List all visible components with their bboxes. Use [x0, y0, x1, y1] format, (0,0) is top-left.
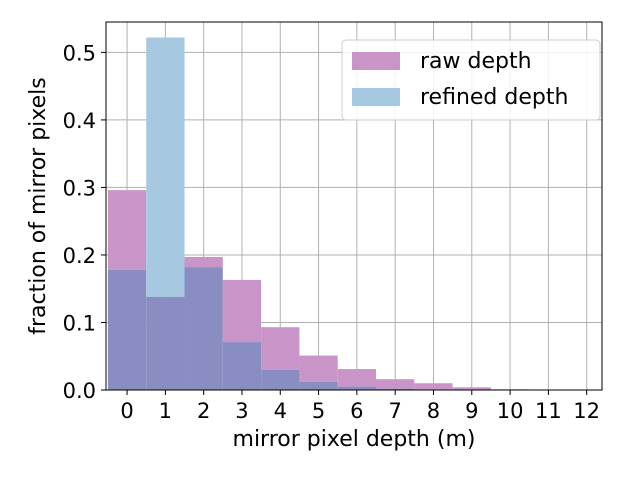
x-tick-label: 10	[497, 399, 524, 423]
bars-layer	[107, 37, 606, 390]
y-axis-ticks: 0.0 0.1 0.2 0.3 0.4 0.5	[63, 41, 106, 403]
y-tick-label: 0.4	[63, 109, 96, 133]
legend-label: raw depth	[420, 49, 532, 74]
y-tick-label: 0.5	[63, 41, 96, 65]
x-tick-label: 2	[197, 399, 210, 423]
legend-swatch	[352, 88, 400, 106]
raw-depth-bar	[337, 369, 377, 387]
x-axis-ticks: 0 1 2 3 4 5 6 7 8 9 10 11 12	[120, 390, 600, 423]
refined-depth-bar	[146, 37, 185, 297]
x-tick-label: 8	[427, 399, 440, 423]
x-tick-label: 9	[465, 399, 478, 423]
x-tick-label: 1	[159, 399, 172, 423]
overlap-bar	[146, 296, 185, 390]
raw-depth-bar	[261, 327, 300, 370]
raw-depth-bar	[452, 387, 491, 390]
raw-depth-bar	[414, 383, 453, 390]
overlap-bar	[107, 269, 147, 390]
raw-depth-bar	[299, 355, 338, 382]
legend-label: refined depth	[420, 85, 568, 110]
y-tick-label: 0.3	[63, 176, 96, 200]
y-tick-label: 0.2	[63, 244, 96, 268]
overlap-bar	[184, 267, 223, 390]
raw-depth-bar	[107, 190, 147, 270]
x-tick-label: 6	[350, 399, 363, 423]
x-tick-label: 0	[120, 399, 133, 423]
x-axis-label: mirror pixel depth (m)	[233, 427, 476, 452]
y-tick-label: 0.0	[63, 379, 96, 403]
x-tick-label: 7	[388, 399, 401, 423]
x-tick-label: 12	[573, 399, 600, 423]
raw-depth-bar	[222, 279, 262, 343]
overlap-bar	[261, 369, 300, 390]
overlap-bar	[222, 342, 262, 390]
y-tick-label: 0.1	[63, 311, 96, 335]
overlap-bar	[376, 388, 415, 390]
y-axis-label: fraction of mirror pixels	[26, 77, 51, 335]
legend: raw depth refined depth	[341, 39, 601, 121]
raw-depth-bar	[376, 379, 415, 389]
x-tick-label: 11	[535, 399, 562, 423]
legend-swatch	[352, 52, 400, 70]
raw-depth-bar	[184, 256, 223, 268]
legend-box	[341, 39, 601, 121]
x-tick-label: 4	[274, 399, 287, 423]
x-tick-label: 3	[235, 399, 248, 423]
x-tick-label: 5	[312, 399, 325, 423]
overlap-bar	[337, 386, 377, 390]
overlap-bar	[299, 381, 338, 390]
plot-frame	[105, 21, 603, 391]
